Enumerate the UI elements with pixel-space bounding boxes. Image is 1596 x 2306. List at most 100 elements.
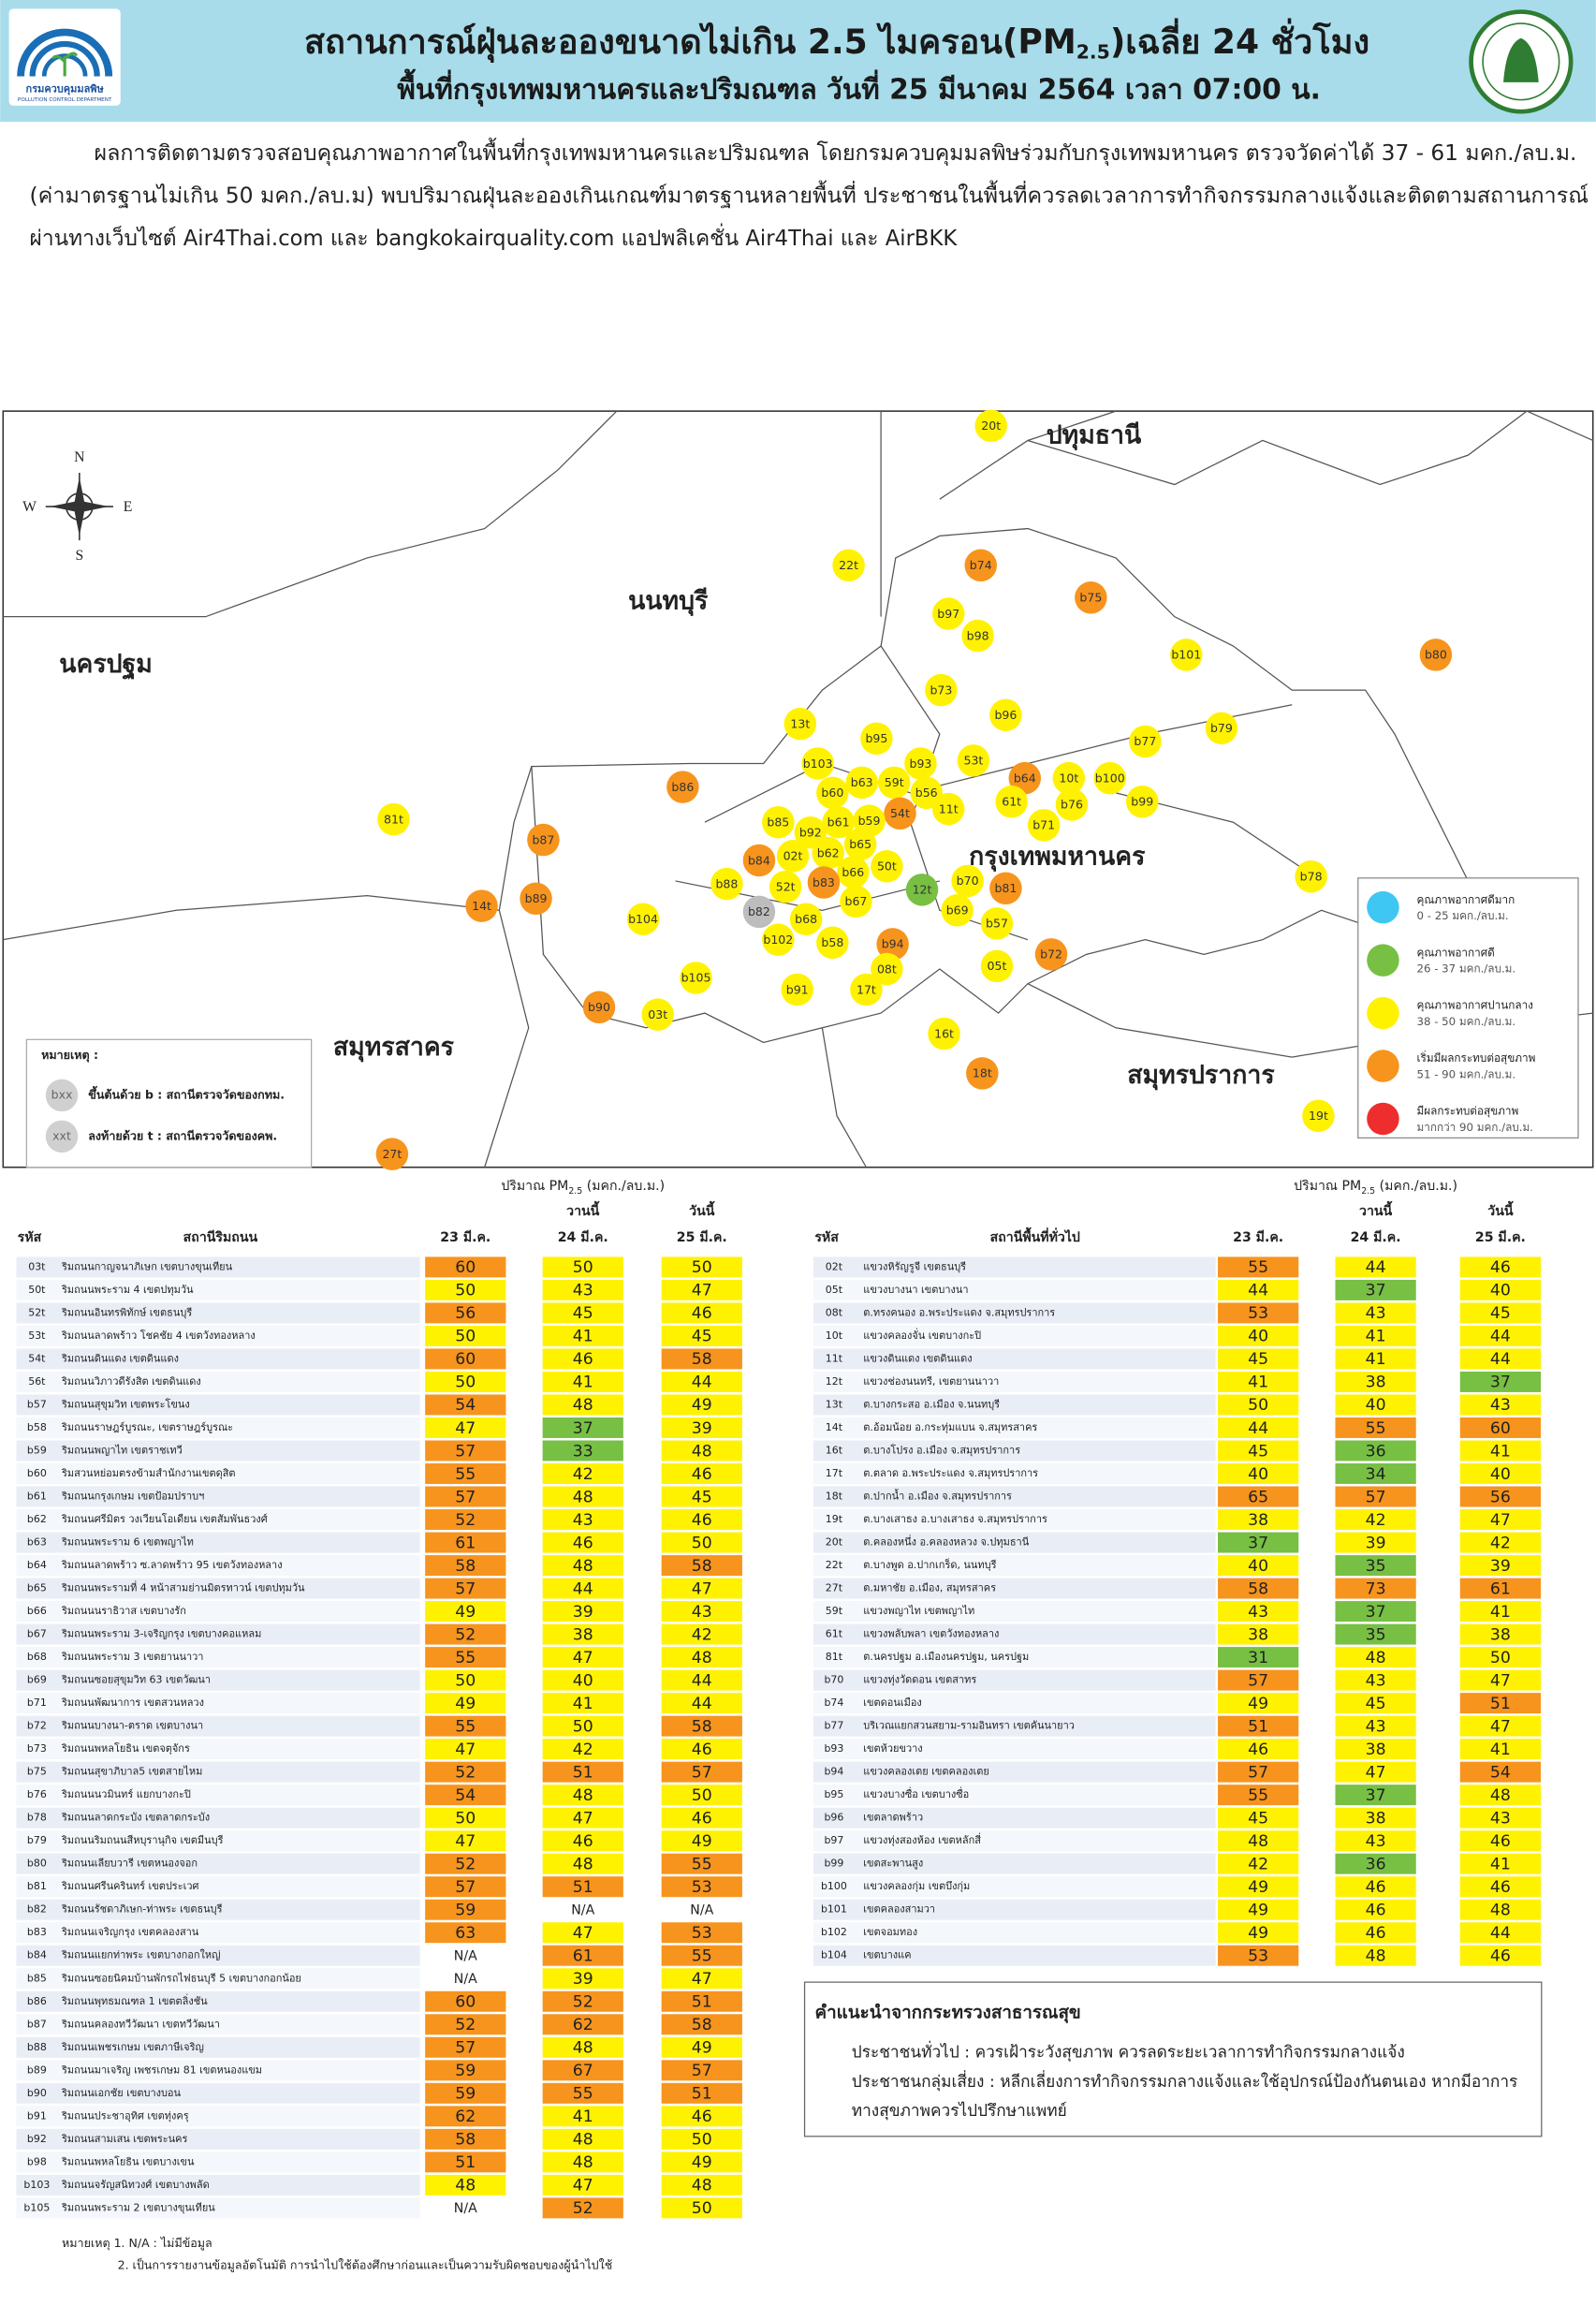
value-text: 41 — [1366, 1350, 1386, 1369]
value-cell — [542, 1899, 623, 1920]
value-cell — [542, 1417, 623, 1438]
value-cell — [542, 1371, 623, 1392]
station-code: 53t — [28, 1329, 46, 1342]
station-code: b82 — [27, 1903, 47, 1916]
value-cell — [1218, 1739, 1299, 1760]
row-band — [16, 1968, 420, 1990]
station-label: b81 — [994, 881, 1017, 895]
value-text: 41 — [573, 1695, 593, 1713]
station-marker — [925, 673, 958, 707]
summary-line: (ค่ามาตรฐานไม่เกิน 50 มคก./ลบ.ม) พบปริมา… — [30, 181, 1589, 209]
value-cell — [1459, 1486, 1542, 1507]
logo-text: กรมควบคุมมลพิษ — [26, 83, 105, 96]
station-marker — [1205, 712, 1238, 745]
station-label: b75 — [1079, 591, 1102, 605]
station-marker — [762, 805, 795, 839]
value-cell — [425, 1922, 506, 1944]
station-code: b58 — [27, 1421, 47, 1433]
note-text: ขึ้นต้นด้วย b : สถานีตรวจวัดของกทม. — [88, 1085, 285, 1101]
value-text: 58 — [692, 2016, 712, 2034]
footnote: หมายเหตุ 1. N/A : ไม่มีข้อมูล — [62, 2236, 212, 2251]
value-cell — [425, 1532, 506, 1553]
row-band — [813, 1807, 1216, 1829]
value-cell — [661, 1463, 742, 1484]
value-cell — [1459, 1899, 1542, 1920]
value-cell — [1335, 1325, 1416, 1346]
value-text: 51 — [1248, 1717, 1268, 1736]
value-text: 73 — [1366, 1579, 1386, 1598]
note-text: ลงท้ายด้วย t : สถานีตรวจวัดของคพ. — [88, 1128, 277, 1142]
station-name: แขวงคลองจั่น เขตบางกะปิ — [863, 1328, 981, 1342]
legend-range: 26 - 37 มคก./ลบ.ม. — [1417, 962, 1516, 976]
value-cell — [1335, 1876, 1416, 1898]
row-band — [813, 1486, 1216, 1507]
station-label: 52t — [776, 880, 796, 894]
value-text: 58 — [692, 1717, 712, 1736]
value-text: 43 — [692, 1603, 712, 1622]
row-band — [813, 1899, 1216, 1920]
stations: 20t 22t b74 b75 b97 b98 b101 b80 b73 b96 13t b79 b77… — [375, 409, 1453, 1170]
station-label: b67 — [844, 894, 867, 908]
value-cell — [1459, 1647, 1542, 1668]
station-marker — [850, 973, 883, 1006]
column-header: สถานีริมถนน — [183, 1230, 258, 1245]
station-code: b104 — [821, 1949, 847, 1961]
station-label: 18t — [973, 1066, 992, 1080]
station-marker — [742, 844, 776, 877]
value-cell — [542, 1830, 623, 1852]
row-band — [16, 1578, 420, 1599]
yesterday-label: วานนี้ — [566, 1200, 600, 1219]
value-text: 53 — [1248, 1304, 1268, 1323]
row-band — [16, 1486, 420, 1507]
value-cell — [425, 2197, 506, 2219]
value-cell — [1218, 1715, 1299, 1737]
station-label: b71 — [1032, 818, 1055, 832]
value-text: 52 — [455, 1763, 476, 1782]
value-text: 40 — [1490, 1465, 1511, 1484]
value-text: 44 — [692, 1373, 712, 1392]
station-name: ริมถนนพญาไท เขตราชเทวี — [61, 1444, 183, 1456]
value-cell — [661, 1302, 742, 1324]
station-label: b95 — [865, 731, 887, 745]
station-label: 19t — [1309, 1109, 1328, 1123]
row-band — [813, 1853, 1216, 1874]
value-text: 41 — [573, 2108, 593, 2126]
value-cell — [425, 2036, 506, 2058]
note-badge — [45, 1120, 79, 1153]
station-name: แขวงช่องนนทรี, เขตยานนาวา — [863, 1375, 999, 1388]
station-label: b97 — [937, 607, 959, 621]
value-cell — [425, 1761, 506, 1783]
value-cell — [1335, 1394, 1416, 1416]
value-cell — [1218, 1623, 1299, 1645]
station-code: b90 — [27, 2087, 47, 2099]
station-code: b100 — [821, 1880, 847, 1892]
station-code: b76 — [27, 1788, 47, 1800]
station-code: 19t — [826, 1513, 843, 1525]
row-band — [813, 1302, 1216, 1324]
note-badge-label: xxt — [52, 1128, 71, 1142]
legend-range: มากกว่า 90 มคก./ลบ.ม. — [1417, 1121, 1533, 1134]
station-label: b76 — [1061, 798, 1083, 812]
row-band — [16, 1899, 420, 1920]
value-text: 50 — [455, 1809, 476, 1828]
value-cell — [661, 1922, 742, 1944]
station-name: ริมถนนนราธิวาส เขตบางรัก — [61, 1605, 186, 1617]
value-cell — [1459, 1348, 1542, 1370]
station-marker — [1126, 786, 1159, 818]
value-cell — [1459, 1532, 1542, 1553]
value-cell — [425, 1371, 506, 1392]
station-marker — [783, 707, 817, 741]
value-text: 48 — [573, 1396, 593, 1415]
value-text: 55 — [1366, 1419, 1386, 1438]
station-code: b72 — [27, 1720, 47, 1732]
station-code: b62 — [27, 1513, 47, 1525]
value-text: 60 — [455, 1258, 476, 1277]
legend-range: 51 - 90 มคก./ลบ.ม. — [1417, 1067, 1516, 1080]
station-code: b98 — [27, 2155, 47, 2167]
value-text: 44 — [1490, 1350, 1511, 1369]
row-band — [16, 2197, 420, 2219]
value-text: 44 — [1490, 1328, 1511, 1346]
value-text: 57 — [455, 1442, 476, 1461]
legend-swatch — [1367, 944, 1399, 977]
row-band — [813, 1371, 1216, 1392]
